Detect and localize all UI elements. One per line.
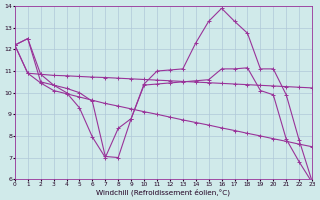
X-axis label: Windchill (Refroidissement éolien,°C): Windchill (Refroidissement éolien,°C) (96, 188, 230, 196)
